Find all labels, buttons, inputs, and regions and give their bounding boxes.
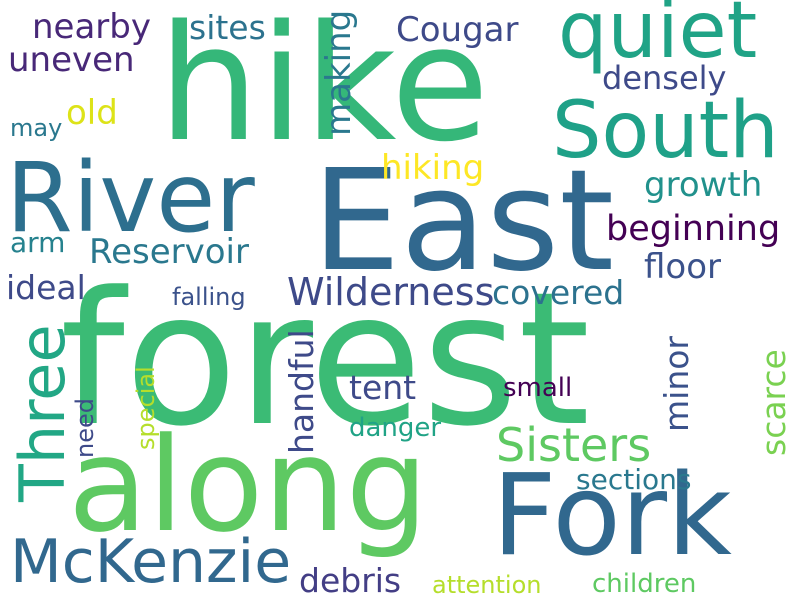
word-may: may — [10, 114, 63, 142]
word-river: River — [6, 142, 255, 254]
word-debris: debris — [299, 561, 402, 600]
word-floor: floor — [644, 247, 721, 287]
word-small: small — [503, 373, 573, 403]
word-beginning: beginning — [606, 209, 781, 249]
word-sisters: Sisters — [496, 418, 652, 472]
word-densely: densely — [602, 59, 727, 97]
word-fork: Fork — [492, 451, 732, 581]
word-reservoir: Reservoir — [89, 232, 249, 272]
word-falling: falling — [172, 283, 246, 311]
word-covered: covered — [492, 273, 625, 312]
word-forest: forest — [60, 253, 591, 467]
word-east: East — [312, 140, 615, 303]
word-attention: attention — [432, 571, 542, 599]
word-hike: hike — [158, 0, 490, 177]
word-need: need — [71, 398, 99, 458]
word-quiet: quiet — [558, 0, 758, 76]
word-cougar: Cougar — [396, 10, 519, 50]
word-handful: handful — [282, 329, 321, 454]
word-tent: tent — [349, 368, 417, 407]
word-uneven: uneven — [8, 40, 135, 80]
word-south: South — [552, 86, 779, 176]
word-arm: arm — [10, 226, 66, 259]
word-three: Three — [6, 324, 79, 502]
word-nearby: nearby — [32, 7, 151, 47]
word-hiking: hiking — [381, 148, 485, 188]
word-scarce: scarce — [754, 349, 793, 456]
word-old: old — [66, 93, 118, 133]
word-sites: sites — [189, 8, 266, 47]
word-making: making — [319, 9, 359, 136]
word-sections: sections — [576, 463, 692, 496]
word-mckenzie: McKenzie — [10, 527, 292, 597]
word-children: children — [592, 569, 697, 599]
word-wilderness: Wilderness — [287, 270, 495, 314]
word-ideal: ideal — [6, 268, 86, 307]
word-growth: growth — [644, 165, 763, 205]
word-minor: minor — [657, 336, 696, 432]
word-danger: danger — [349, 413, 442, 443]
word-special: special — [132, 366, 160, 450]
word-along: along — [68, 409, 429, 561]
